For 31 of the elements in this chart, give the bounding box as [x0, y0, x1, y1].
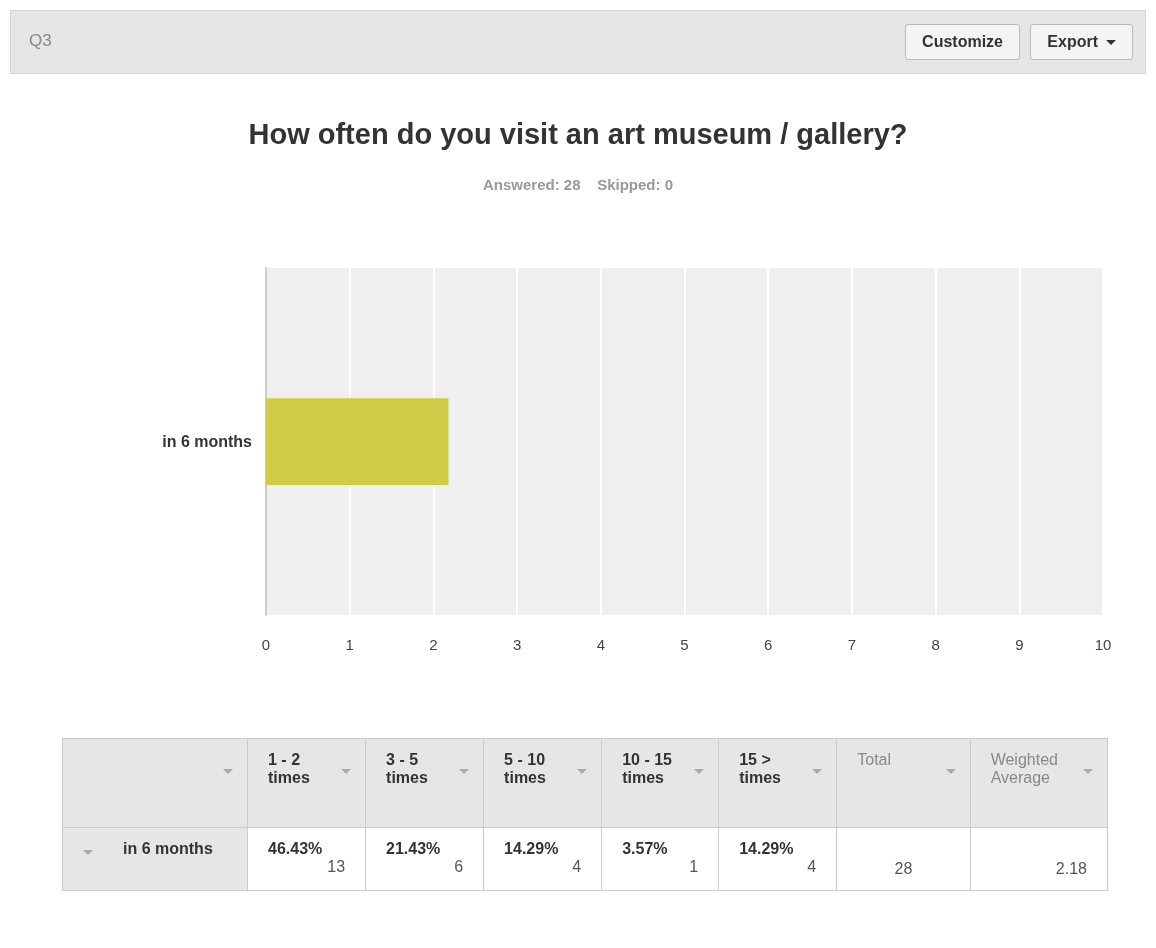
text: 14.29% 4	[504, 840, 582, 875]
category-label: in 6 months	[123, 840, 213, 857]
x-tick-label: 5	[680, 636, 689, 653]
text: Export	[1030, 24, 1133, 60]
text: 2.18	[1055, 860, 1087, 877]
x-tick-label: 6	[764, 636, 773, 653]
category-label: 15 > times	[718, 738, 837, 828]
category-label: Total	[836, 738, 971, 828]
x-tick-label: 3	[512, 636, 522, 653]
x-tick-label: 8	[931, 636, 940, 653]
category-label: 5 - 10 times	[483, 738, 602, 828]
x-tick-label: 0	[261, 636, 271, 653]
x-tick-label: 2	[429, 636, 438, 653]
category-label: 3 - 5 times	[365, 738, 484, 828]
x-tick-label: 4	[596, 636, 605, 653]
x-tick-label: 1	[345, 636, 354, 653]
category-label: Weighted Average	[970, 738, 1108, 828]
chart-subtitle: Answered: 28 Skipped: 0	[482, 176, 674, 193]
category-label: 1 - 2 times	[247, 738, 366, 828]
chart-title: How often do you visit an art museum / gallery?	[248, 118, 908, 150]
category-label: 10 - 15 times	[601, 738, 719, 828]
text: Customize	[905, 24, 1020, 60]
text: Q3	[29, 31, 52, 51]
text: 28	[894, 860, 913, 877]
text: 3.57% 1	[622, 840, 699, 875]
text: 21.43% 6	[386, 840, 464, 875]
text: 14.29% 4	[739, 840, 817, 875]
x-tick-label: 9	[1015, 636, 1024, 653]
text: 46.43% 13	[268, 840, 346, 875]
x-tick-label: 10	[1094, 636, 1112, 653]
x-tick-label: 7	[847, 636, 857, 653]
